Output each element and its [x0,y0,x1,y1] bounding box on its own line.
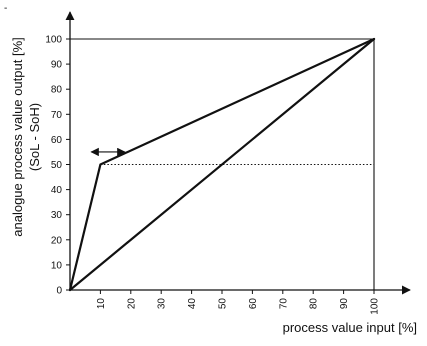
x-tick-label: 40 [187,298,198,310]
x-axis-label: process value input [%] [283,320,417,335]
x-tick-label: 30 [157,298,168,310]
series-line-0 [68,37,376,292]
x-tick-label: 50 [218,298,229,310]
x-tick-label: 10 [96,298,107,310]
y-tick-label: 80 [51,85,63,96]
x-tick-label: 60 [248,298,259,310]
x-tick-label: 100 [370,298,381,315]
y-tick-label: 90 [51,60,63,71]
x-tick-marks: 10 20 30 40 50 60 70 80 90 100 [96,290,381,315]
y-tick-label: 50 [51,160,63,171]
guide-lines [70,38,375,290]
corner-mark: - [4,3,7,14]
y-axis-sublabel: (SoL - SoH) [27,103,42,171]
y-tick-label: 60 [51,135,63,146]
series-line-1 [68,37,376,292]
y-tick-label: 70 [51,110,63,121]
x-tick-label: 80 [309,298,320,310]
y-tick-label: 30 [51,210,63,221]
y-tick-label: 40 [51,185,63,196]
y-tick-label: 20 [51,235,63,246]
series-lines [68,37,376,292]
x-tick-label: 90 [339,298,350,310]
y-axis-label: analogue process value output [%] [10,37,25,236]
y-tick-label: 10 [51,260,63,271]
y-tick-label: 100 [45,35,62,46]
x-tick-label: 20 [126,298,137,310]
y-tick-label: 0 [56,286,62,297]
y-tick-marks: 0 10 20 30 40 50 60 70 80 90 100 [45,35,70,297]
x-tick-label: 70 [278,298,289,310]
